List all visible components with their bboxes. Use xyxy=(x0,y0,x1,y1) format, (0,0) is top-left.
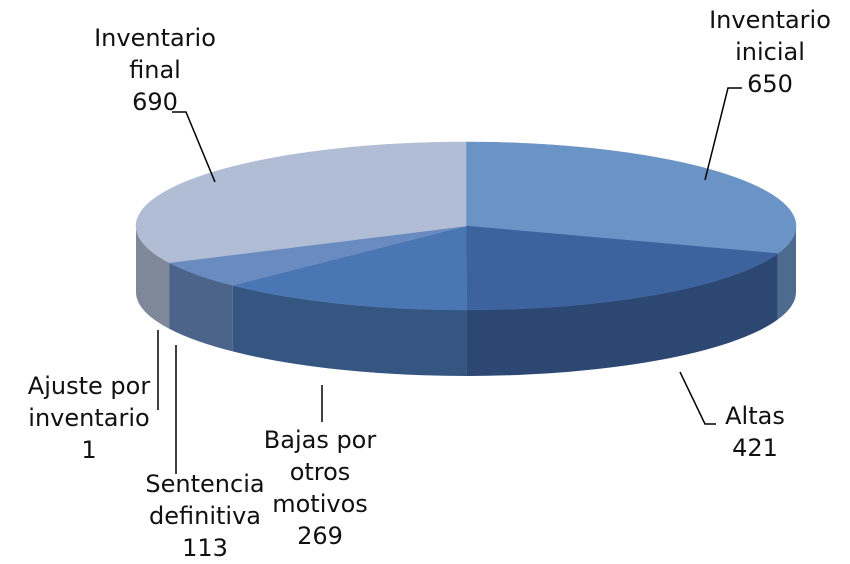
label-name: Bajas por otros motivos xyxy=(263,426,377,518)
data-label: Sentencia definitiva 113 xyxy=(130,468,280,564)
data-label: Ajuste por inventario 1 xyxy=(14,370,164,466)
label-name: Inventario inicial xyxy=(709,6,831,66)
pie-slice xyxy=(465,225,779,311)
leader-line xyxy=(172,111,216,183)
pie-slice-side xyxy=(136,226,170,329)
pie-slice xyxy=(135,141,467,263)
pie-slice-side xyxy=(466,253,778,376)
leader-lines xyxy=(157,87,742,474)
label-value: 113 xyxy=(182,534,228,562)
label-name: Sentencia definitiva xyxy=(145,470,265,530)
label-name: Altas xyxy=(725,402,785,430)
label-value: 1 xyxy=(81,436,97,464)
pie-slice-side xyxy=(232,285,467,376)
label-name: Inventario final xyxy=(94,24,216,84)
label-name: Ajuste por inventario xyxy=(27,372,151,432)
pie-sides xyxy=(136,226,796,376)
label-value: 421 xyxy=(732,434,778,462)
data-label: Bajas por otros motivos 269 xyxy=(245,424,395,552)
data-label: Inventario final 690 xyxy=(80,22,230,118)
label-value: 650 xyxy=(747,70,793,98)
pie-slice xyxy=(465,141,797,254)
pie-slice-side xyxy=(777,226,796,320)
data-label: Inventario inicial 650 xyxy=(695,4,845,100)
pie-tops xyxy=(135,141,797,311)
label-value: 690 xyxy=(132,88,178,116)
data-label: Altas 421 xyxy=(680,400,830,464)
label-value: 269 xyxy=(297,522,343,550)
pie-slice xyxy=(232,225,468,311)
leader-line xyxy=(704,87,742,181)
leader-line xyxy=(679,371,716,425)
pie-slice-side xyxy=(169,262,233,352)
